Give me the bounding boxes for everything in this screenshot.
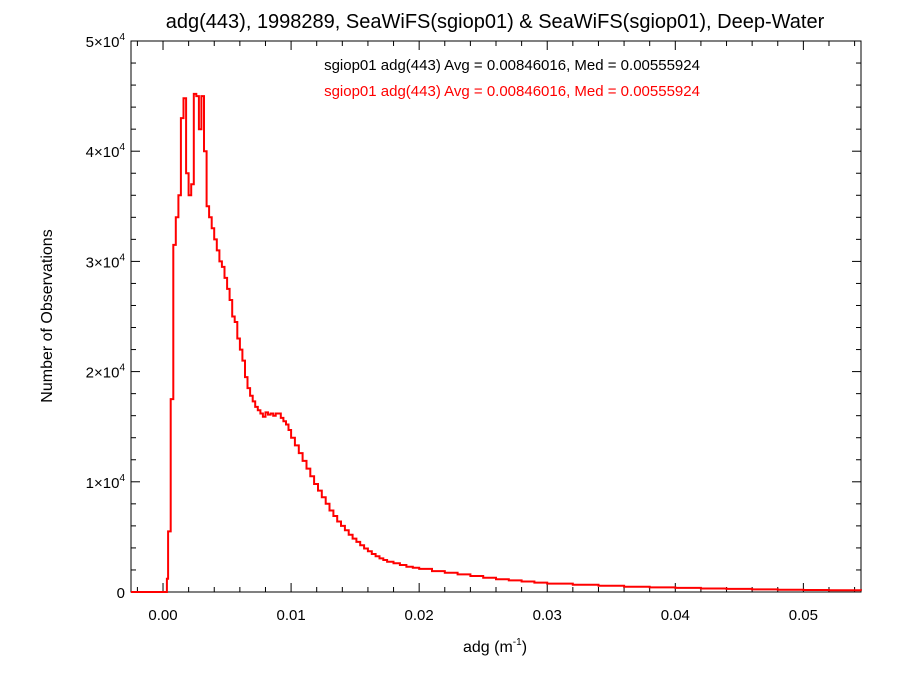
x-tick-label: 0.01 <box>276 607 305 624</box>
y-tick-exponent: 4 <box>119 32 125 43</box>
chart-title: adg(443), 1998289, SeaWiFS(sgiop01) & Se… <box>166 11 825 33</box>
y-tick-label: 5×104 <box>86 32 126 51</box>
y-tick-exponent: 4 <box>119 363 125 374</box>
y-tick-mantissa: 3×10 <box>86 254 120 271</box>
y-tick-label: 3×104 <box>86 252 126 271</box>
legend-entry-red: sgiop01 adg(443) Avg = 0.00846016, Med =… <box>324 83 700 100</box>
x-tick-label: 0.05 <box>789 607 818 624</box>
y-tick-mantissa: 5×10 <box>86 34 120 51</box>
y-tick-exponent: 4 <box>119 252 125 263</box>
histogram-series-line <box>131 92 862 593</box>
legend-entry-black: sgiop01 adg(443) Avg = 0.00846016, Med =… <box>324 57 700 74</box>
x-tick-label: 0.02 <box>405 607 434 624</box>
y-tick-label: 4×104 <box>86 142 126 161</box>
x-tick-label: 0.00 <box>148 607 177 624</box>
x-tick-label: 0.04 <box>661 607 690 624</box>
y-tick-mantissa: 2×10 <box>86 365 120 382</box>
y-tick-mantissa: 0 <box>117 585 125 602</box>
plot-frame <box>130 40 862 593</box>
y-tick-label: 1×104 <box>86 473 126 492</box>
y-tick-label: 0 <box>117 585 125 602</box>
y-tick-exponent: 4 <box>119 142 125 153</box>
y-tick-label: 2×104 <box>86 363 126 382</box>
x-axis-label: adg (m-1) <box>463 637 527 656</box>
y-tick-exponent: 4 <box>119 473 125 484</box>
x-axis-label-suffix: ) <box>522 639 527 656</box>
x-axis-ticks: 0.00 0.01 0.02 0.03 0.04 0.05 <box>136 41 856 624</box>
x-tick-label: 0.03 <box>533 607 562 624</box>
plot-border <box>130 40 862 593</box>
y-tick-mantissa: 1×10 <box>86 475 120 492</box>
y-tick-mantissa: 4×10 <box>86 144 120 161</box>
y-axis-label: Number of Observations <box>39 229 56 402</box>
x-axis-label-exponent: -1 <box>513 637 522 648</box>
x-axis-label-text: adg (m <box>463 639 513 656</box>
